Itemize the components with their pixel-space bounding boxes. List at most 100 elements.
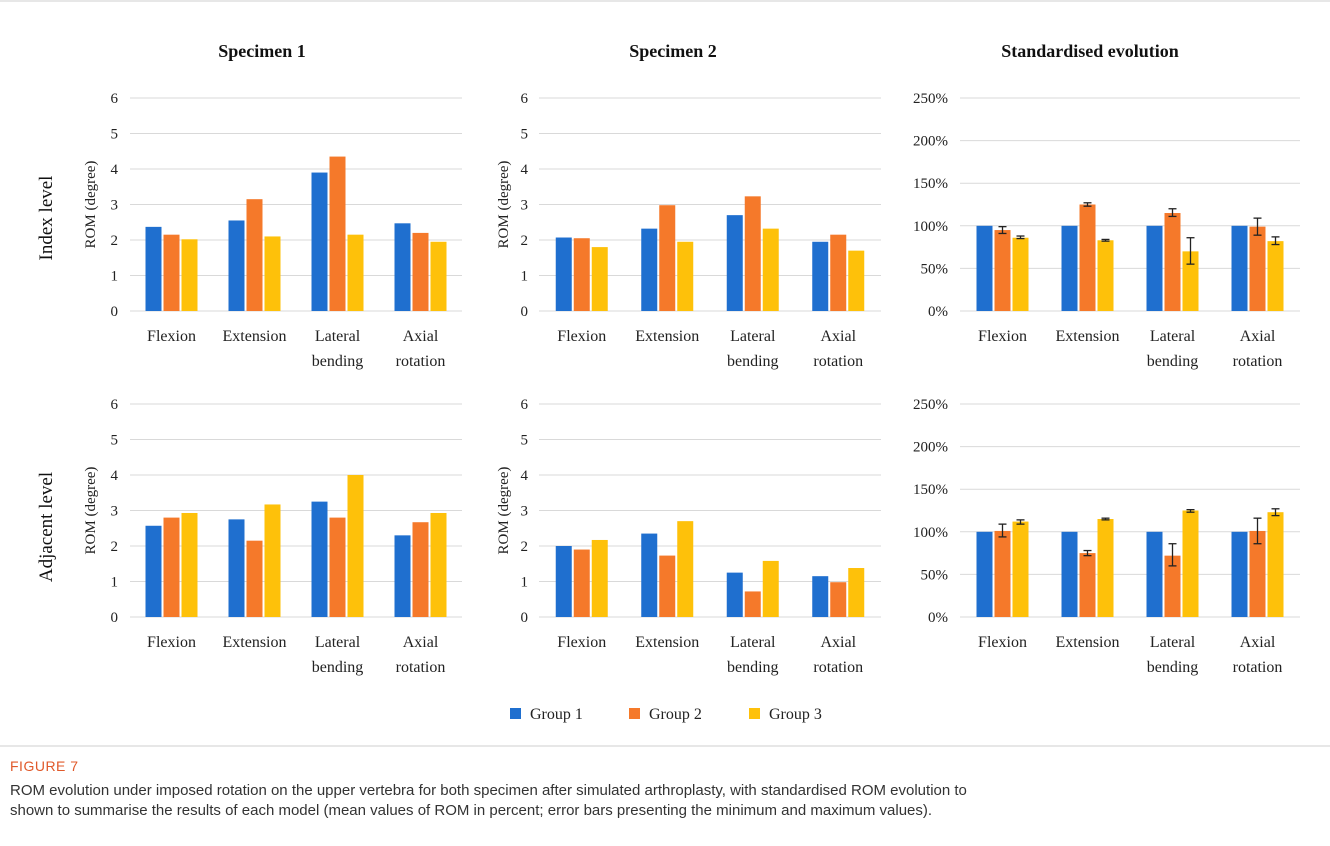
bar-group-1 xyxy=(1231,531,1248,617)
bar-group-3 xyxy=(848,568,865,617)
column-title-standardised: Standardised evolution xyxy=(1001,41,1179,61)
chart-specimen-2-index: 0 1 2 3 4 5 6 ROM (degree) Flexion Extension Later… xyxy=(496,91,881,370)
x-category-label: Lateral xyxy=(315,634,361,651)
x-category-label: bending xyxy=(1147,353,1199,370)
bar-group-2 xyxy=(163,234,180,311)
bar-group-2 xyxy=(830,582,847,617)
x-category-label: rotation xyxy=(813,659,863,676)
bar-group-3 xyxy=(677,241,694,311)
bar-group-2 xyxy=(1249,226,1266,311)
x-category-label: Extension xyxy=(223,328,287,345)
y-tick-label: 6 xyxy=(521,397,529,413)
legend-label-group-3: Group 3 xyxy=(769,706,822,723)
y-tick-label: 50% xyxy=(921,261,949,277)
bar-group-3 xyxy=(430,512,447,617)
bar-group-2 xyxy=(830,234,847,311)
y-tick-label: 5 xyxy=(521,433,529,449)
chart-specimen-2-adjacent: 0 1 2 3 4 5 6 ROM (degree) Flexion Extension Later… xyxy=(496,397,881,676)
bar-group-3 xyxy=(591,247,608,311)
x-category-label: Extension xyxy=(223,634,287,651)
bar-group-2 xyxy=(1079,553,1096,617)
bar-group-3 xyxy=(1097,519,1114,617)
chart-specimen-1-index: 0 1 2 3 4 5 6 ROM (degree) Flexion Extension Later… xyxy=(83,91,462,370)
legend-swatch-group-2 xyxy=(629,708,640,719)
y-tick-label: 6 xyxy=(521,91,529,107)
bar-group-1 xyxy=(1061,225,1078,311)
y-axis-label: ROM (degree) xyxy=(83,161,99,249)
y-tick-label: 4 xyxy=(521,468,529,484)
bar-group-1 xyxy=(555,546,572,617)
x-category-label: Extension xyxy=(635,634,699,651)
bar-group-1 xyxy=(976,531,993,617)
bar-group-2 xyxy=(744,196,761,311)
bar-group-1 xyxy=(726,215,743,311)
bar-group-3 xyxy=(848,250,865,311)
chart-specimen-1-adjacent: 0 1 2 3 4 5 6 ROM (degree) Flexion Extension Later… xyxy=(83,397,462,676)
bar-group-3 xyxy=(1012,521,1029,617)
y-axis-label: ROM (degree) xyxy=(496,467,512,555)
legend-label-group-1: Group 1 xyxy=(530,706,583,723)
bar-group-2 xyxy=(659,555,676,617)
bar-group-1 xyxy=(228,519,245,617)
x-category-label: rotation xyxy=(396,659,446,676)
x-category-label: Lateral xyxy=(1150,634,1196,651)
x-category-label: Lateral xyxy=(315,328,361,345)
y-tick-label: 150% xyxy=(913,482,948,498)
bar-group-3 xyxy=(1097,240,1114,311)
bar-group-2 xyxy=(412,522,429,617)
y-tick-label: 0 xyxy=(111,304,119,320)
chart-standardised-adjacent: 0% 50% 100% 150% 200% 250% Flexion Extension Lat… xyxy=(913,397,1300,676)
bar-group-2 xyxy=(329,517,346,617)
bar-group-1 xyxy=(641,228,658,311)
bar-group-2 xyxy=(246,199,263,311)
bar-group-1 xyxy=(641,533,658,617)
y-tick-label: 4 xyxy=(111,468,119,484)
bar-group-3 xyxy=(181,239,198,311)
y-tick-label: 1 xyxy=(521,269,529,285)
bar-group-3 xyxy=(762,228,779,311)
bar-group-3 xyxy=(677,521,694,617)
bar-group-3 xyxy=(430,241,447,311)
y-tick-label: 4 xyxy=(111,162,119,178)
x-category-label: bending xyxy=(727,353,779,370)
x-category-label: bending xyxy=(312,659,364,676)
bar-group-3 xyxy=(347,234,364,311)
row-label-adjacent-level: Adjacent level xyxy=(36,472,57,582)
bar-group-3 xyxy=(1182,251,1199,311)
legend-swatch-group-3 xyxy=(749,708,760,719)
y-tick-label: 3 xyxy=(111,504,119,520)
x-category-label: Lateral xyxy=(730,328,776,345)
x-category-label: Flexion xyxy=(557,328,606,345)
legend: Group 1 Group 2 Group 3 xyxy=(510,706,822,723)
y-tick-label: 6 xyxy=(111,91,119,107)
y-tick-label: 2 xyxy=(111,539,119,555)
x-category-label: bending xyxy=(1147,659,1199,676)
x-category-label: bending xyxy=(727,659,779,676)
bar-group-2 xyxy=(329,156,346,311)
y-tick-label: 1 xyxy=(111,575,119,591)
y-tick-label: 6 xyxy=(111,397,119,413)
bar-group-2 xyxy=(1079,204,1096,311)
legend-label-group-2: Group 2 xyxy=(649,706,702,723)
bar-group-2 xyxy=(1164,213,1181,311)
y-tick-label: 100% xyxy=(913,525,948,541)
bar-group-1 xyxy=(555,237,572,311)
bar-group-1 xyxy=(311,501,328,617)
bar-group-1 xyxy=(976,225,993,311)
y-tick-label: 0 xyxy=(521,610,529,626)
y-tick-label: 5 xyxy=(111,433,119,449)
x-category-label: Flexion xyxy=(147,634,196,651)
y-tick-label: 50% xyxy=(921,567,949,583)
y-tick-label: 0 xyxy=(521,304,529,320)
bar-group-2 xyxy=(573,549,590,617)
bar-group-3 xyxy=(1267,512,1284,617)
legend-swatch-group-1 xyxy=(510,708,521,719)
bar-group-3 xyxy=(264,236,281,311)
bar-group-3 xyxy=(1182,510,1199,617)
x-category-label: Flexion xyxy=(978,328,1027,345)
x-category-label: Lateral xyxy=(1150,328,1196,345)
bar-group-1 xyxy=(1146,225,1163,311)
y-tick-label: 0 xyxy=(111,610,119,626)
bar-group-2 xyxy=(573,238,590,311)
x-category-label: rotation xyxy=(1233,659,1283,676)
